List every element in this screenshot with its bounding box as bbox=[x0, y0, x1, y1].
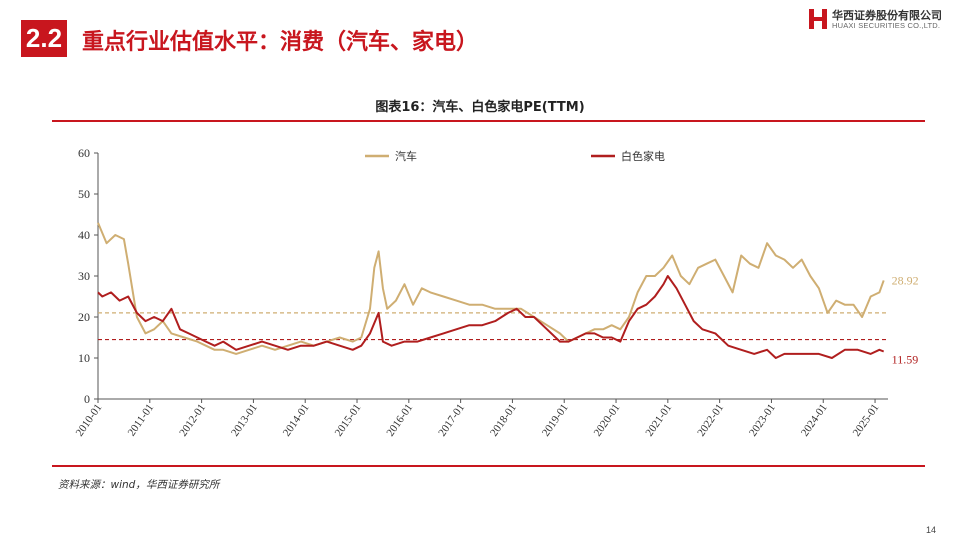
source-note: 资料来源：wind，华西证券研究所 bbox=[58, 479, 220, 491]
x-tick-label: 2014-01 bbox=[281, 402, 312, 439]
x-tick-label: 2022-01 bbox=[695, 402, 726, 439]
chart-bottom-rule bbox=[52, 465, 925, 467]
x-tick-label: 2025-01 bbox=[851, 402, 882, 439]
end-value-label: 28.92 bbox=[892, 273, 919, 287]
company-logo-icon bbox=[809, 9, 827, 29]
chart-top-rule bbox=[52, 120, 925, 122]
y-tick-label: 40 bbox=[78, 228, 90, 242]
x-tick-label: 2017-01 bbox=[436, 402, 467, 439]
x-tick-label: 2013-01 bbox=[229, 402, 260, 439]
series-line-appliance bbox=[97, 275, 885, 359]
page-title: 重点行业估值水平：消费（汽车、家电） bbox=[82, 30, 479, 55]
end-labels: 28.92 11.59 bbox=[892, 273, 919, 366]
mean-lines bbox=[98, 312, 888, 341]
chart-axes: 0 10 20 30 40 50 60 2010-01 2011-01 2012-01 2013-0… bbox=[74, 146, 888, 439]
y-tick-label: 60 bbox=[78, 146, 90, 160]
x-tick-label: 2021-01 bbox=[643, 402, 674, 439]
x-tick-label: 2010-01 bbox=[74, 402, 105, 439]
section-number-badge: 2.2 bbox=[21, 20, 67, 57]
y-tick-label: 0 bbox=[84, 392, 90, 406]
chart-title: 图表16：汽车、白色家电PE(TTM) bbox=[375, 100, 585, 115]
legend-label: 汽车 bbox=[395, 149, 417, 163]
legend-label: 白色家电 bbox=[621, 149, 665, 163]
chart-legend: 汽车 白色家电 bbox=[365, 149, 665, 163]
x-tick-label: 2016-01 bbox=[384, 402, 415, 439]
x-tick-label: 2011-01 bbox=[126, 402, 157, 439]
x-tick-label: 2012-01 bbox=[177, 402, 208, 439]
series-lines bbox=[97, 222, 885, 359]
y-tick-label: 10 bbox=[78, 351, 90, 365]
x-tick-label: 2024-01 bbox=[799, 402, 830, 439]
company-name-cn: 华西证券股份有限公司 bbox=[832, 9, 942, 22]
x-tick-label: 2023-01 bbox=[747, 402, 778, 439]
company-name-en: HUAXI SECURITIES CO.,LTD. bbox=[832, 21, 941, 30]
x-tick-label: 2019-01 bbox=[540, 402, 571, 439]
y-tick-label: 50 bbox=[78, 187, 90, 201]
series-line-auto bbox=[97, 222, 885, 355]
page-number: 14 bbox=[926, 525, 937, 535]
end-value-label: 11.59 bbox=[892, 352, 919, 366]
y-tick-label: 30 bbox=[78, 269, 90, 283]
x-tick-label: 2018-01 bbox=[488, 402, 519, 439]
y-tick-label: 20 bbox=[78, 310, 90, 324]
x-tick-label: 2015-01 bbox=[333, 402, 364, 439]
x-tick-label: 2020-01 bbox=[592, 402, 623, 439]
